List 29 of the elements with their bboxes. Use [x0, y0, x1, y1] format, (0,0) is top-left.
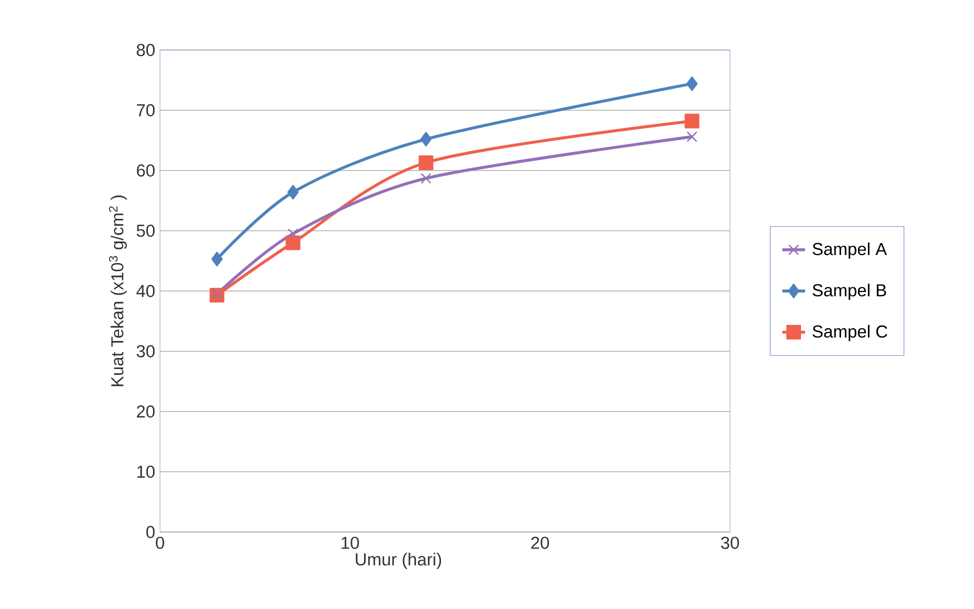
y-tick-label: 70	[136, 104, 155, 116]
x-tick-label: 30	[721, 536, 739, 549]
legend-label: Sampel A	[812, 242, 887, 259]
point	[686, 76, 698, 92]
x-axis-title: Umur (hari)	[356, 552, 442, 569]
y-tick-label: 30	[136, 345, 155, 358]
legend-label: Sampel C	[812, 324, 888, 342]
x-tick-label: 20	[531, 536, 549, 549]
point	[684, 114, 700, 128]
point	[286, 235, 300, 250]
point	[686, 131, 698, 142]
point	[287, 184, 299, 200]
y-tick-label: 20	[136, 405, 155, 418]
point	[212, 288, 222, 300]
point	[420, 172, 432, 184]
y-tick-label: 10	[137, 466, 155, 478]
point	[418, 155, 434, 170]
x-tick-label: 10	[342, 536, 359, 549]
y-tick-label: 80	[136, 44, 155, 56]
y-tick-label: 60	[136, 164, 155, 177]
point	[211, 252, 223, 266]
y-tick-label: 50	[136, 224, 155, 237]
y-axis-title: Kuat Tekan (x10$^{3}$ g/cm$^{2}$ )	[108, 196, 127, 386]
point	[288, 228, 298, 240]
y-tick-label: 0	[146, 526, 155, 538]
x-tick-label: 0	[156, 536, 164, 549]
point	[420, 132, 432, 146]
y-tick-label: 40	[136, 284, 155, 298]
legend-label: Sampel B	[812, 284, 886, 300]
